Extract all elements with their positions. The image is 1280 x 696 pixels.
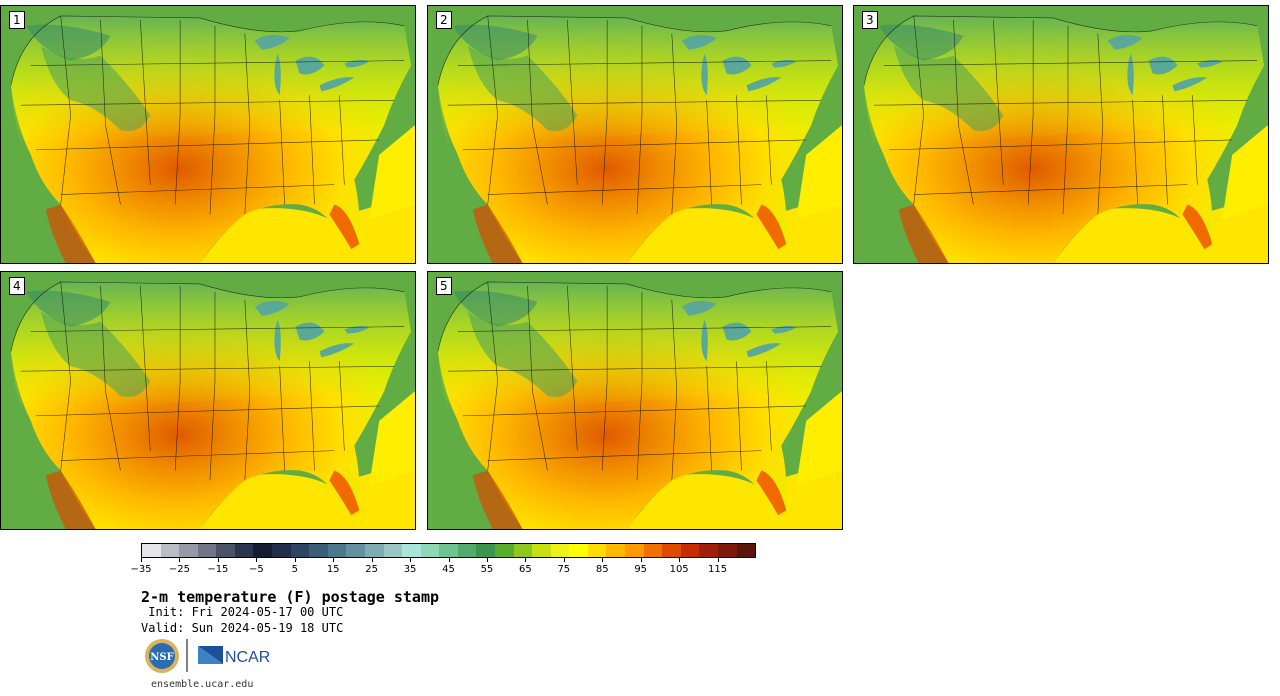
colorbar-tick-label: 55	[480, 564, 494, 575]
colorbar-swatch	[383, 544, 403, 557]
colorbar-tick-label: −15	[207, 564, 229, 575]
colorbar-swatch	[216, 544, 235, 557]
colorbar-tick-label: 5	[291, 564, 298, 575]
colorbar-swatch	[699, 544, 718, 557]
colorbar-tick	[525, 558, 527, 562]
colorbar-tick	[563, 558, 565, 562]
colorbar-swatch	[364, 544, 384, 557]
panel-3: 3	[853, 5, 1269, 264]
colorbar-tick	[602, 558, 604, 562]
colorbar-swatch	[736, 544, 756, 557]
colorbar-swatch	[494, 544, 514, 557]
panel-1: 1	[0, 5, 416, 264]
colorbar-tick	[679, 558, 681, 562]
colorbar-tick-label: 15	[326, 564, 340, 575]
colorbar-swatch	[402, 544, 421, 557]
colorbar-tick-label: 85	[595, 564, 609, 575]
colorbar-tick	[640, 558, 642, 562]
colorbar-ticks: −35 −25 −15 −5 5 15 25 35 45 55 65 75 85 95 105 115	[130, 558, 756, 578]
panel-label: 2	[436, 11, 452, 29]
colorbar-tick-label: −25	[168, 564, 190, 575]
panel-label: 4	[9, 277, 25, 295]
colorbar-tick	[448, 558, 450, 562]
colorbar-swatch	[420, 544, 440, 557]
colorbar-swatch	[680, 544, 700, 557]
temperature-map	[854, 6, 1268, 263]
temperature-map	[428, 6, 842, 263]
colorbar-tick-label: 115	[708, 564, 728, 575]
colorbar-swatch	[457, 544, 477, 557]
colorbar-tick	[410, 558, 412, 562]
colorbar-swatch	[272, 544, 291, 557]
colorbar-swatch	[309, 544, 328, 557]
colorbar-swatch	[253, 544, 273, 557]
colorbar-tick	[333, 558, 335, 562]
panel-2: 2	[427, 5, 843, 264]
colorbar-swatch	[197, 544, 217, 557]
colorbar-tick	[256, 558, 258, 562]
colorbar-swatch	[142, 544, 161, 557]
colorbar-swatch	[476, 544, 495, 557]
temperature-map	[1, 6, 415, 263]
map-title: 2-m temperature (F) postage stamp	[141, 588, 440, 606]
colorbar-tick-label: 105	[669, 564, 689, 575]
colorbar-tick-label: 45	[442, 564, 455, 575]
colorbar-swatch	[513, 544, 533, 557]
colorbar-tick	[141, 558, 142, 562]
colorbar-swatch	[662, 544, 681, 557]
colorbar-swatch	[550, 544, 570, 557]
colorbar-tick-label: 75	[557, 564, 571, 575]
colorbar	[141, 543, 756, 558]
nsf-logo-text: NSF	[150, 652, 173, 663]
colorbar-tick	[217, 558, 219, 562]
nsf-logo: NSF	[145, 639, 179, 673]
colorbar-swatch	[532, 544, 551, 557]
colorbar-tick	[717, 558, 719, 562]
colorbar-swatch	[346, 544, 365, 557]
colorbar-swatch	[587, 544, 607, 557]
valid-time: Valid: Sun 2024-05-19 18 UTC	[141, 621, 344, 635]
colorbar-tick-label: 65	[519, 564, 532, 575]
colorbar-swatch	[625, 544, 644, 557]
panel-label: 3	[862, 11, 878, 29]
website-url: ensemble.ucar.edu	[151, 679, 254, 690]
colorbar-tick-label: −35	[130, 564, 152, 575]
colorbar-swatch	[160, 544, 180, 557]
colorbar-tick-label: −5	[248, 564, 264, 575]
panel-4: 4	[0, 271, 416, 530]
colorbar-tick-label: 35	[403, 564, 417, 575]
colorbar-swatch	[234, 544, 254, 557]
colorbar-swatch	[327, 544, 347, 557]
colorbar-swatch	[606, 544, 626, 557]
colorbar-swatch	[290, 544, 310, 557]
panel-label: 1	[9, 11, 25, 29]
logos: NSF NCAR	[144, 638, 284, 674]
colorbar-swatch	[643, 544, 663, 557]
colorbar-swatch	[179, 544, 198, 557]
init-time: Init: Fri 2024-05-17 00 UTC	[141, 605, 344, 619]
temperature-map	[1, 272, 415, 529]
colorbar-tick	[371, 558, 373, 562]
colorbar-swatch	[439, 544, 458, 557]
panel-label: 5	[436, 277, 452, 295]
colorbar-tick-label: 25	[365, 564, 378, 575]
ncar-logo-text: NCAR	[225, 649, 270, 666]
colorbar-swatch	[717, 544, 737, 557]
colorbar-tick	[179, 558, 181, 562]
colorbar-swatch	[569, 544, 588, 557]
colorbar-tick	[294, 558, 296, 562]
colorbar-tick	[486, 558, 488, 562]
colorbar-tick-label: 95	[634, 564, 648, 575]
panel-5: 5	[427, 271, 843, 530]
temperature-map	[428, 272, 842, 529]
ncar-logo: NCAR	[198, 646, 270, 666]
